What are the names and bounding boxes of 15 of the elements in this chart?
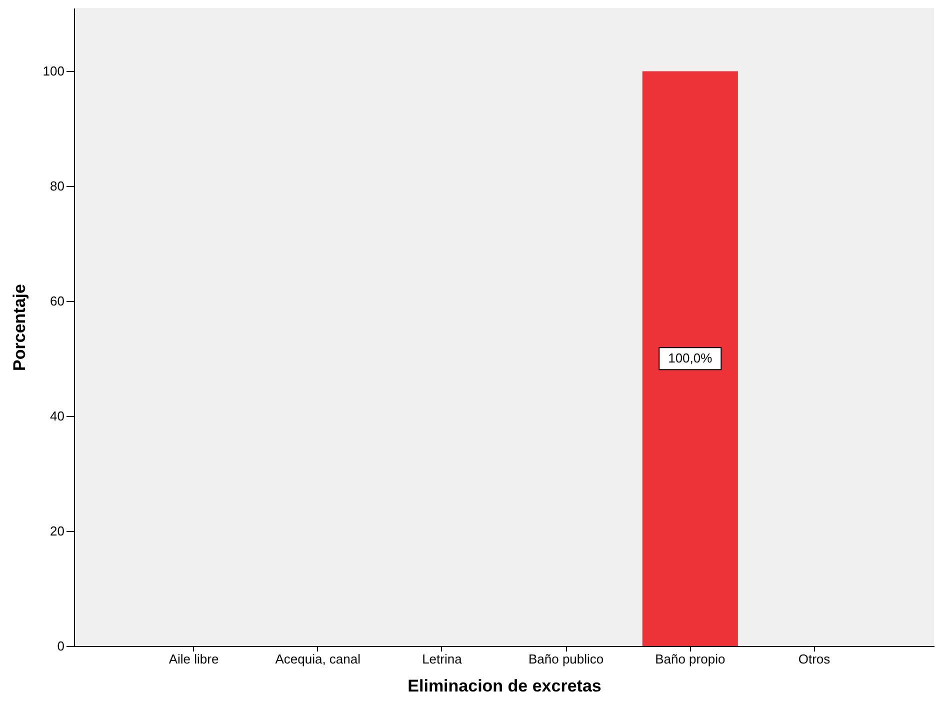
y-tick-label: 100 — [42, 64, 64, 79]
x-tick-label: Acequia, canal — [275, 652, 361, 666]
x-tick-label: Letrina — [422, 652, 463, 666]
x-tick-label: Baño propio — [655, 652, 726, 666]
x-tick-label: Otros — [798, 652, 831, 666]
y-tick-label: 40 — [50, 408, 64, 424]
y-tick-label: 0 — [57, 638, 64, 654]
x-tick-label: Baño publico — [528, 652, 604, 666]
x-axis-title: Eliminacion de excretas — [408, 676, 602, 696]
data-label: 100,0% — [668, 350, 713, 366]
y-tick-label: 80 — [50, 178, 64, 194]
x-tick-label: Aile libre — [168, 652, 219, 666]
y-tick-label: 20 — [50, 524, 64, 539]
y-tick-label: 60 — [50, 294, 64, 309]
y-axis-title: Porcentaje — [10, 284, 29, 371]
